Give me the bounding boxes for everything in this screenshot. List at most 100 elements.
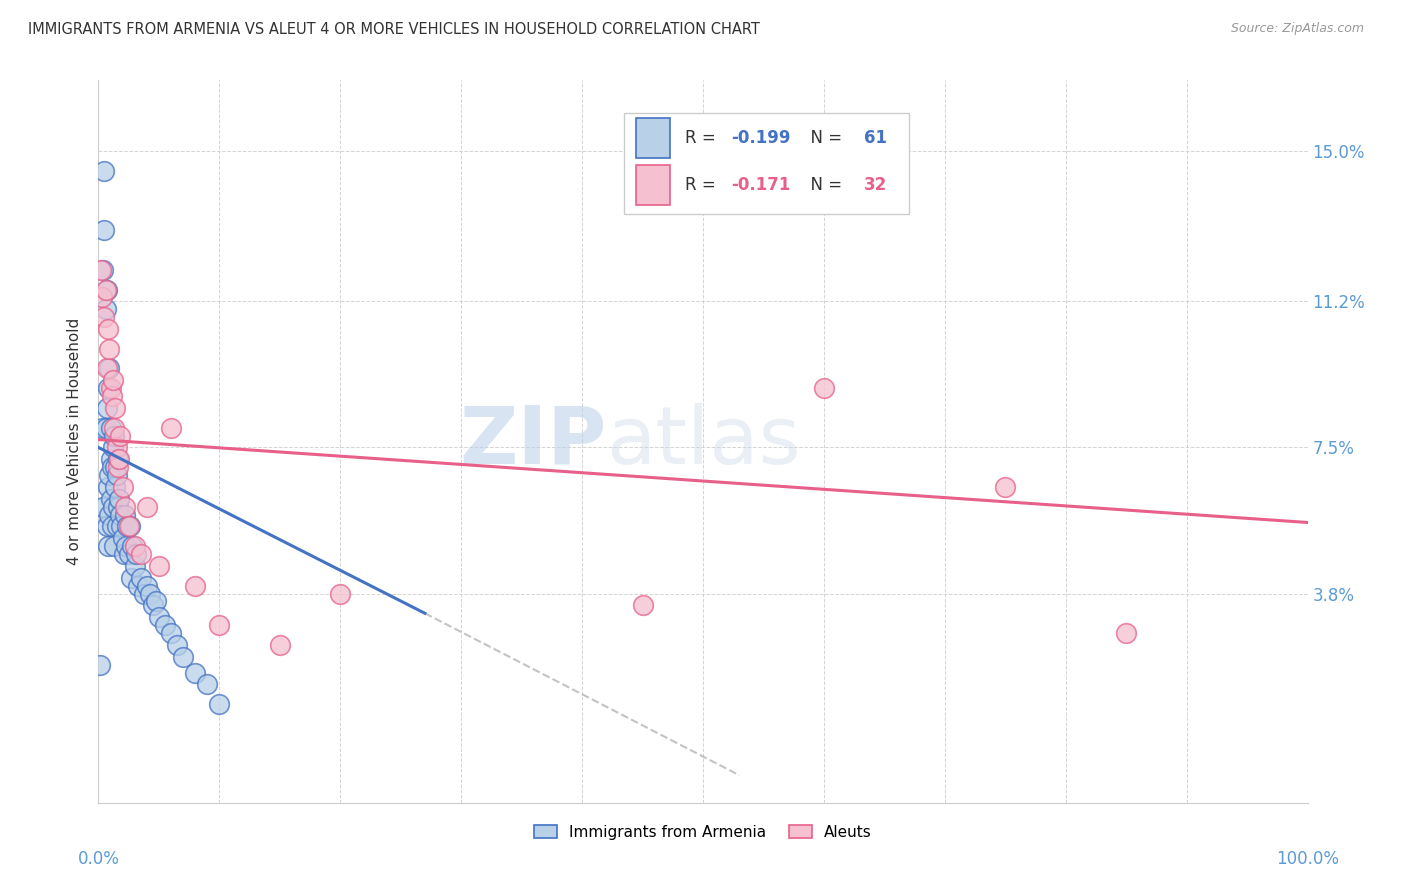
Text: N =: N = bbox=[800, 176, 846, 194]
Point bbox=[118, 519, 141, 533]
Point bbox=[97, 322, 120, 336]
Point bbox=[118, 519, 141, 533]
Point bbox=[89, 657, 111, 672]
Point bbox=[153, 618, 176, 632]
Point bbox=[98, 342, 121, 356]
Point bbox=[148, 610, 170, 624]
Point bbox=[127, 579, 149, 593]
Point bbox=[110, 519, 132, 533]
Point bbox=[129, 571, 152, 585]
Point bbox=[96, 401, 118, 415]
Point bbox=[115, 539, 138, 553]
Text: atlas: atlas bbox=[606, 402, 800, 481]
Point bbox=[269, 638, 291, 652]
Point bbox=[101, 441, 124, 455]
Point bbox=[329, 586, 352, 600]
Text: Source: ZipAtlas.com: Source: ZipAtlas.com bbox=[1230, 22, 1364, 36]
Text: ZIP: ZIP bbox=[458, 402, 606, 481]
Point bbox=[994, 480, 1017, 494]
Text: 100.0%: 100.0% bbox=[1277, 850, 1339, 868]
Point bbox=[94, 421, 117, 435]
Point bbox=[129, 547, 152, 561]
Point bbox=[105, 519, 128, 533]
Point bbox=[813, 381, 835, 395]
Point bbox=[90, 262, 112, 277]
Point bbox=[166, 638, 188, 652]
Point bbox=[100, 421, 122, 435]
Point bbox=[184, 665, 207, 680]
Point bbox=[101, 500, 124, 514]
Point bbox=[97, 480, 120, 494]
Point bbox=[100, 460, 122, 475]
Point bbox=[96, 519, 118, 533]
Point bbox=[103, 539, 125, 553]
Text: 0.0%: 0.0% bbox=[77, 850, 120, 868]
Text: 61: 61 bbox=[863, 129, 887, 147]
Point bbox=[100, 519, 122, 533]
Text: R =: R = bbox=[685, 129, 721, 147]
Point bbox=[112, 547, 135, 561]
Text: -0.171: -0.171 bbox=[731, 176, 790, 194]
Point bbox=[108, 428, 131, 442]
Point bbox=[105, 441, 128, 455]
Point bbox=[100, 389, 122, 403]
Point bbox=[97, 381, 120, 395]
Text: IMMIGRANTS FROM ARMENIA VS ALEUT 4 OR MORE VEHICLES IN HOUSEHOLD CORRELATION CHA: IMMIGRANTS FROM ARMENIA VS ALEUT 4 OR MO… bbox=[28, 22, 761, 37]
Point bbox=[160, 421, 183, 435]
Point bbox=[121, 539, 143, 553]
Point bbox=[195, 677, 218, 691]
Point bbox=[114, 508, 136, 522]
Point bbox=[96, 283, 118, 297]
Point bbox=[108, 508, 131, 522]
Point bbox=[94, 302, 117, 317]
Point bbox=[125, 547, 148, 561]
Point bbox=[114, 500, 136, 514]
Point bbox=[104, 460, 127, 475]
Text: R =: R = bbox=[685, 176, 721, 194]
Point bbox=[172, 649, 194, 664]
Point bbox=[104, 401, 127, 415]
Point bbox=[91, 262, 114, 277]
Point bbox=[91, 500, 114, 514]
Text: -0.199: -0.199 bbox=[731, 129, 790, 147]
Point bbox=[107, 452, 129, 467]
Point bbox=[100, 452, 122, 467]
Point bbox=[96, 361, 118, 376]
Legend: Immigrants from Armenia, Aleuts: Immigrants from Armenia, Aleuts bbox=[527, 819, 879, 846]
Point bbox=[93, 310, 115, 325]
Point bbox=[104, 480, 127, 494]
Point bbox=[97, 539, 120, 553]
Point bbox=[100, 491, 122, 506]
Point bbox=[631, 599, 654, 613]
Point bbox=[134, 586, 156, 600]
Point bbox=[111, 531, 134, 545]
Point bbox=[101, 373, 124, 387]
Point bbox=[100, 381, 122, 395]
Bar bbox=[637, 165, 671, 205]
Point bbox=[208, 618, 231, 632]
Point bbox=[111, 480, 134, 494]
Point bbox=[98, 508, 121, 522]
Point bbox=[160, 626, 183, 640]
Point bbox=[118, 547, 141, 561]
Point bbox=[93, 164, 115, 178]
Point bbox=[120, 571, 142, 585]
FancyBboxPatch shape bbox=[624, 112, 908, 214]
Point bbox=[1115, 626, 1137, 640]
Point bbox=[98, 468, 121, 483]
Point bbox=[142, 599, 165, 613]
Point bbox=[94, 283, 117, 297]
Point bbox=[91, 421, 114, 435]
Point bbox=[124, 558, 146, 573]
Point bbox=[108, 491, 131, 506]
Point bbox=[93, 223, 115, 237]
Point bbox=[135, 579, 157, 593]
Point bbox=[105, 468, 128, 483]
Point bbox=[108, 452, 131, 467]
Point bbox=[124, 539, 146, 553]
Y-axis label: 4 or more Vehicles in Household: 4 or more Vehicles in Household bbox=[67, 318, 83, 566]
Point bbox=[117, 519, 139, 533]
Text: N =: N = bbox=[800, 129, 846, 147]
Point bbox=[184, 579, 207, 593]
Point bbox=[103, 428, 125, 442]
